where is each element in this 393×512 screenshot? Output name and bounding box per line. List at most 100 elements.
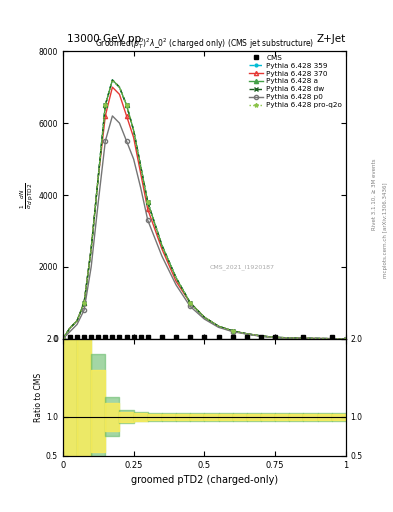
- Pythia 6.428 359: [188, 300, 193, 306]
- Pythia 6.428 pro-q2o: [230, 328, 235, 334]
- Pythia 6.428 359: [110, 77, 115, 83]
- Pythia 6.428 p0: [131, 156, 136, 162]
- CMS: [301, 334, 306, 340]
- Pythia 6.428 p0: [259, 333, 263, 339]
- CMS: [329, 334, 334, 340]
- Pythia 6.428 370: [89, 246, 94, 252]
- CMS: [110, 334, 115, 340]
- CMS: [103, 334, 108, 340]
- Pythia 6.428 a: [75, 318, 79, 324]
- Pythia 6.428 359: [329, 335, 334, 342]
- Pythia 6.428 p0: [96, 199, 101, 205]
- Pythia 6.428 370: [138, 170, 143, 177]
- Pythia 6.428 a: [145, 199, 150, 205]
- Pythia 6.428 359: [273, 334, 277, 340]
- Pythia 6.428 a: [82, 300, 86, 306]
- Line: Pythia 6.428 dw: Pythia 6.428 dw: [61, 78, 348, 341]
- CMS: [244, 334, 249, 340]
- Pythia 6.428 a: [68, 325, 72, 331]
- Text: Z+Jet: Z+Jet: [317, 33, 346, 44]
- Pythia 6.428 370: [202, 314, 207, 321]
- Pythia 6.428 dw: [82, 300, 86, 306]
- Pythia 6.428 dw: [259, 333, 263, 339]
- Pythia 6.428 pro-q2o: [68, 325, 72, 331]
- Pythia 6.428 p0: [68, 329, 72, 335]
- Line: CMS: CMS: [68, 335, 333, 339]
- Pythia 6.428 359: [343, 336, 348, 342]
- Pythia 6.428 p0: [216, 324, 221, 330]
- Pythia 6.428 a: [174, 274, 178, 281]
- Pythia 6.428 a: [131, 127, 136, 133]
- Pythia 6.428 pro-q2o: [259, 333, 263, 339]
- Pythia 6.428 dw: [117, 84, 122, 90]
- Pythia 6.428 pro-q2o: [117, 84, 122, 90]
- Pythia 6.428 dw: [174, 274, 178, 281]
- Pythia 6.428 370: [259, 333, 263, 339]
- CMS: [259, 334, 263, 340]
- Pythia 6.428 pro-q2o: [145, 199, 150, 205]
- Pythia 6.428 p0: [273, 334, 277, 340]
- Pythia 6.428 359: [244, 331, 249, 337]
- Pythia 6.428 359: [96, 174, 101, 180]
- Pythia 6.428 370: [244, 331, 249, 337]
- Pythia 6.428 359: [61, 336, 65, 342]
- Pythia 6.428 dw: [244, 331, 249, 337]
- Pythia 6.428 pro-q2o: [75, 318, 79, 324]
- Text: 13000 GeV pp: 13000 GeV pp: [67, 33, 141, 44]
- Pythia 6.428 370: [301, 335, 306, 342]
- Pythia 6.428 dw: [124, 102, 129, 108]
- Pythia 6.428 359: [103, 102, 108, 108]
- Pythia 6.428 a: [216, 323, 221, 329]
- Text: Rivet 3.1.10, ≥ 3M events: Rivet 3.1.10, ≥ 3M events: [371, 159, 376, 230]
- Pythia 6.428 359: [259, 333, 263, 339]
- Line: Pythia 6.428 370: Pythia 6.428 370: [61, 85, 348, 341]
- Pythia 6.428 370: [82, 300, 86, 306]
- Pythia 6.428 pro-q2o: [131, 127, 136, 133]
- Pythia 6.428 370: [131, 135, 136, 141]
- CMS: [174, 334, 178, 340]
- Pythia 6.428 a: [103, 102, 108, 108]
- Pythia 6.428 359: [82, 300, 86, 306]
- Pythia 6.428 pro-q2o: [273, 334, 277, 340]
- Pythia 6.428 pro-q2o: [110, 77, 115, 83]
- Pythia 6.428 p0: [230, 329, 235, 335]
- Pythia 6.428 370: [68, 325, 72, 331]
- Pythia 6.428 359: [124, 102, 129, 108]
- Pythia 6.428 a: [160, 242, 164, 248]
- Pythia 6.428 a: [89, 246, 94, 252]
- Pythia 6.428 a: [202, 314, 207, 321]
- Pythia 6.428 a: [329, 335, 334, 342]
- Pythia 6.428 p0: [89, 264, 94, 270]
- Text: CMS_2021_I1920187: CMS_2021_I1920187: [210, 264, 275, 270]
- Pythia 6.428 a: [230, 328, 235, 334]
- Pythia 6.428 dw: [131, 127, 136, 133]
- CMS: [216, 334, 221, 340]
- Pythia 6.428 dw: [61, 336, 65, 342]
- Pythia 6.428 370: [230, 328, 235, 334]
- Pythia 6.428 pro-q2o: [343, 336, 348, 342]
- Pythia 6.428 p0: [188, 304, 193, 310]
- Pythia 6.428 dw: [273, 334, 277, 340]
- Pythia 6.428 a: [96, 174, 101, 180]
- Pythia 6.428 pro-q2o: [188, 300, 193, 306]
- Pythia 6.428 p0: [61, 336, 65, 342]
- Pythia 6.428 370: [103, 113, 108, 119]
- Pythia 6.428 370: [216, 323, 221, 329]
- Line: Pythia 6.428 a: Pythia 6.428 a: [61, 78, 348, 341]
- Pythia 6.428 p0: [138, 185, 143, 191]
- Pythia 6.428 a: [110, 77, 115, 83]
- Pythia 6.428 359: [68, 325, 72, 331]
- Pythia 6.428 dw: [138, 163, 143, 169]
- Pythia 6.428 a: [273, 334, 277, 340]
- Pythia 6.428 p0: [329, 335, 334, 342]
- Pythia 6.428 a: [138, 163, 143, 169]
- Pythia 6.428 a: [244, 331, 249, 337]
- Pythia 6.428 dw: [343, 336, 348, 342]
- CMS: [145, 334, 150, 340]
- CMS: [138, 334, 143, 340]
- Line: Pythia 6.428 p0: Pythia 6.428 p0: [61, 114, 348, 341]
- Pythia 6.428 dw: [230, 328, 235, 334]
- Pythia 6.428 p0: [343, 336, 348, 342]
- Pythia 6.428 pro-q2o: [89, 246, 94, 252]
- Pythia 6.428 dw: [96, 174, 101, 180]
